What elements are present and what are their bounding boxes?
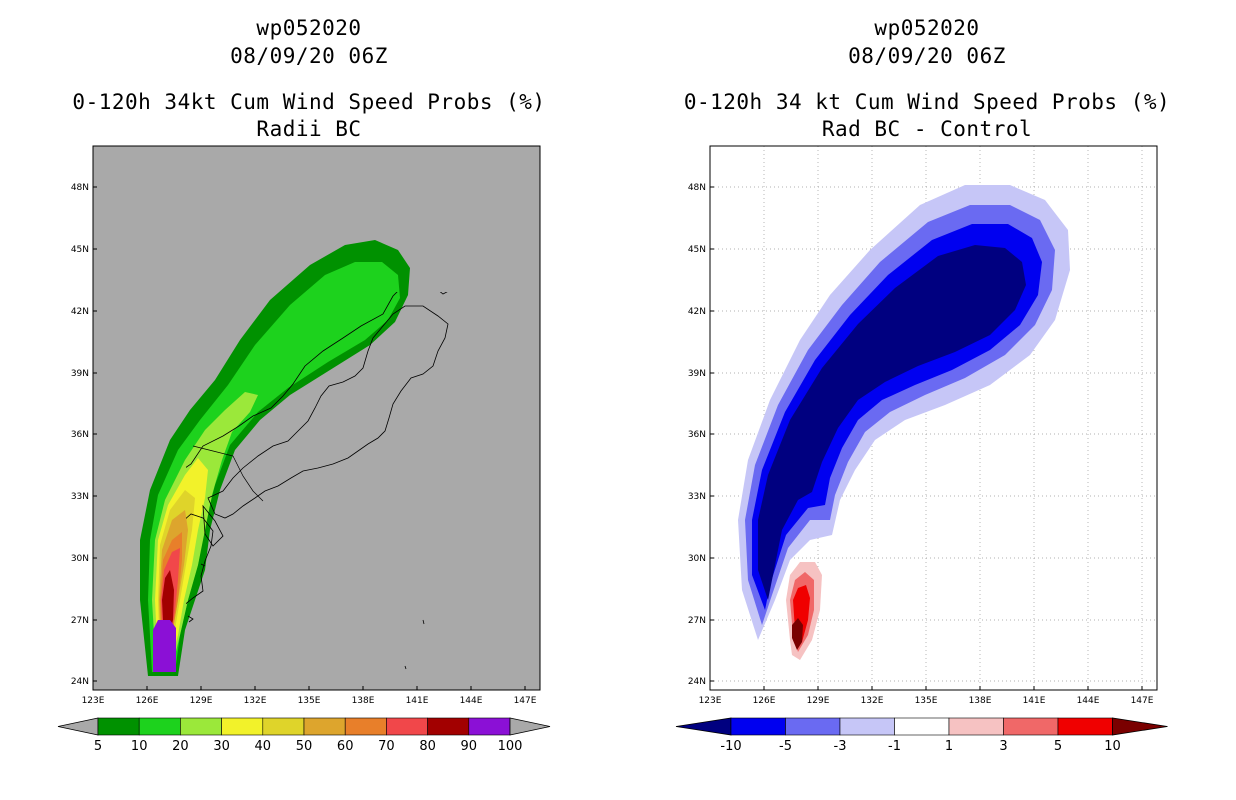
lon-label: 138E (969, 696, 992, 706)
left-axes: 48N 45N 42N 39N 36N 33N 30N 27N 24N 123E 126E 129E 1… (71, 183, 537, 706)
colorbar-left-end (57, 717, 99, 736)
right-date: 08/09/20 06Z (848, 44, 1006, 68)
lat-label: 36N (688, 430, 706, 440)
lon-label: 144E (1077, 696, 1100, 706)
lon-label: 141E (1023, 696, 1046, 706)
lat-label: 27N (71, 616, 89, 626)
right-panel: wp052020 08/09/20 06Z 0-120h 34 kt Cum W… (618, 0, 1236, 800)
left-product-title: 0-120h 34kt Cum Wind Speed Probs (%) (72, 90, 546, 114)
colorbar-swatch (1003, 717, 1059, 736)
colorbar-swatch (730, 717, 786, 736)
lon-label: 135E (915, 696, 938, 706)
lat-label: 42N (71, 307, 89, 317)
colorbar-label: 3 (999, 739, 1007, 754)
colorbar-swatch (344, 717, 387, 736)
lon-label: 129E (190, 696, 213, 706)
colorbar-swatch (427, 717, 470, 736)
lon-label: 123E (699, 696, 722, 706)
lat-label: 30N (71, 554, 89, 564)
colorbar-label: 20 (172, 739, 189, 754)
colorbar-label: -3 (834, 739, 847, 754)
right-axes: 48N 45N 42N 39N 36N 33N 30N 27N 24N 123E 126E 129E 1… (688, 183, 1154, 706)
colorbar-label: 100 (498, 739, 523, 754)
colorbar-swatch (1057, 717, 1113, 736)
lon-label: 126E (753, 696, 776, 706)
lon-label: 147E (514, 696, 537, 706)
left-subtitle: Radii BC (256, 117, 362, 141)
colorbar-label: -10 (720, 739, 741, 754)
colorbar-swatch (894, 717, 950, 736)
colorbar-swatch (97, 717, 140, 736)
colorbar-swatch (303, 717, 346, 736)
colorbar-right-end (509, 717, 551, 736)
lat-label: 39N (71, 369, 89, 379)
colorbar-swatch (138, 717, 181, 736)
colorbar-label: 70 (378, 739, 395, 754)
colorbar-label: 50 (296, 739, 313, 754)
lon-label: 147E (1131, 696, 1154, 706)
lat-label: 45N (71, 245, 89, 255)
lon-label: 144E (460, 696, 483, 706)
lon-label: 129E (807, 696, 830, 706)
colorbar-swatch (262, 717, 305, 736)
right-product-title: 0-120h 34 kt Cum Wind Speed Probs (%) (683, 90, 1171, 114)
lon-label: 132E (861, 696, 884, 706)
right-map: 48N 45N 42N 39N 36N 33N 30N 27N 24N 123E 126E 129E 1… (688, 145, 1158, 706)
colorbar-swatch (785, 717, 841, 736)
right-colorbar: -10 -5 -3 -1 1 3 5 10 (675, 717, 1168, 754)
colorbar-label: 80 (419, 739, 436, 754)
colorbar-swatch (948, 717, 1004, 736)
lat-label: 33N (71, 492, 89, 502)
lon-label: 141E (406, 696, 429, 706)
lon-label: 135E (298, 696, 321, 706)
colorbar-label: 10 (1104, 739, 1121, 754)
lat-label: 24N (688, 677, 706, 687)
lat-label: 48N (71, 183, 89, 193)
colorbar-label: 40 (255, 739, 272, 754)
colorbar-right-end (1112, 717, 1168, 736)
left-panel: wp052020 08/09/20 06Z 0-120h 34kt Cum Wi… (72, 16, 546, 141)
colorbar-left-end (675, 717, 732, 736)
left-storm-id: wp052020 (256, 16, 362, 40)
colorbar-swatch (180, 717, 222, 736)
right-difference-contours (738, 185, 1070, 660)
left-colorbar: 5 10 20 30 40 50 60 70 80 90 100 (57, 717, 551, 754)
colorbar-label: -1 (888, 739, 901, 754)
lat-label: 39N (688, 369, 706, 379)
lat-label: 36N (71, 430, 89, 440)
colorbar-label: -5 (779, 739, 792, 754)
colorbar-label: 90 (461, 739, 478, 754)
colorbar-label: 60 (337, 739, 354, 754)
colorbar-label: 1 (945, 739, 953, 754)
right-subtitle: Rad BC - Control (821, 117, 1033, 141)
lat-label: 30N (688, 554, 706, 564)
lat-label: 27N (688, 616, 706, 626)
lat-label: 45N (688, 245, 706, 255)
lat-label: 33N (688, 492, 706, 502)
lon-label: 123E (82, 696, 105, 706)
colorbar-label: 5 (1054, 739, 1062, 754)
left-date: 08/09/20 06Z (230, 44, 388, 68)
colorbar-swatch (839, 717, 895, 736)
colorbar-label: 30 (213, 739, 230, 754)
lat-label: 48N (688, 183, 706, 193)
lon-label: 132E (244, 696, 267, 706)
right-storm-id: wp052020 (874, 16, 980, 40)
colorbar-swatch (468, 717, 511, 736)
colorbar-label: 10 (131, 739, 148, 754)
colorbar-swatch (386, 717, 428, 736)
lat-label: 42N (688, 307, 706, 317)
left-map: 48N 45N 42N 39N 36N 33N 30N 27N 24N 123E 126E 129E 1… (71, 145, 541, 706)
lat-label: 24N (71, 677, 89, 687)
colorbar-swatch (221, 717, 264, 736)
lon-label: 126E (136, 696, 159, 706)
lon-label: 138E (352, 696, 375, 706)
colorbar-label: 5 (94, 739, 102, 754)
